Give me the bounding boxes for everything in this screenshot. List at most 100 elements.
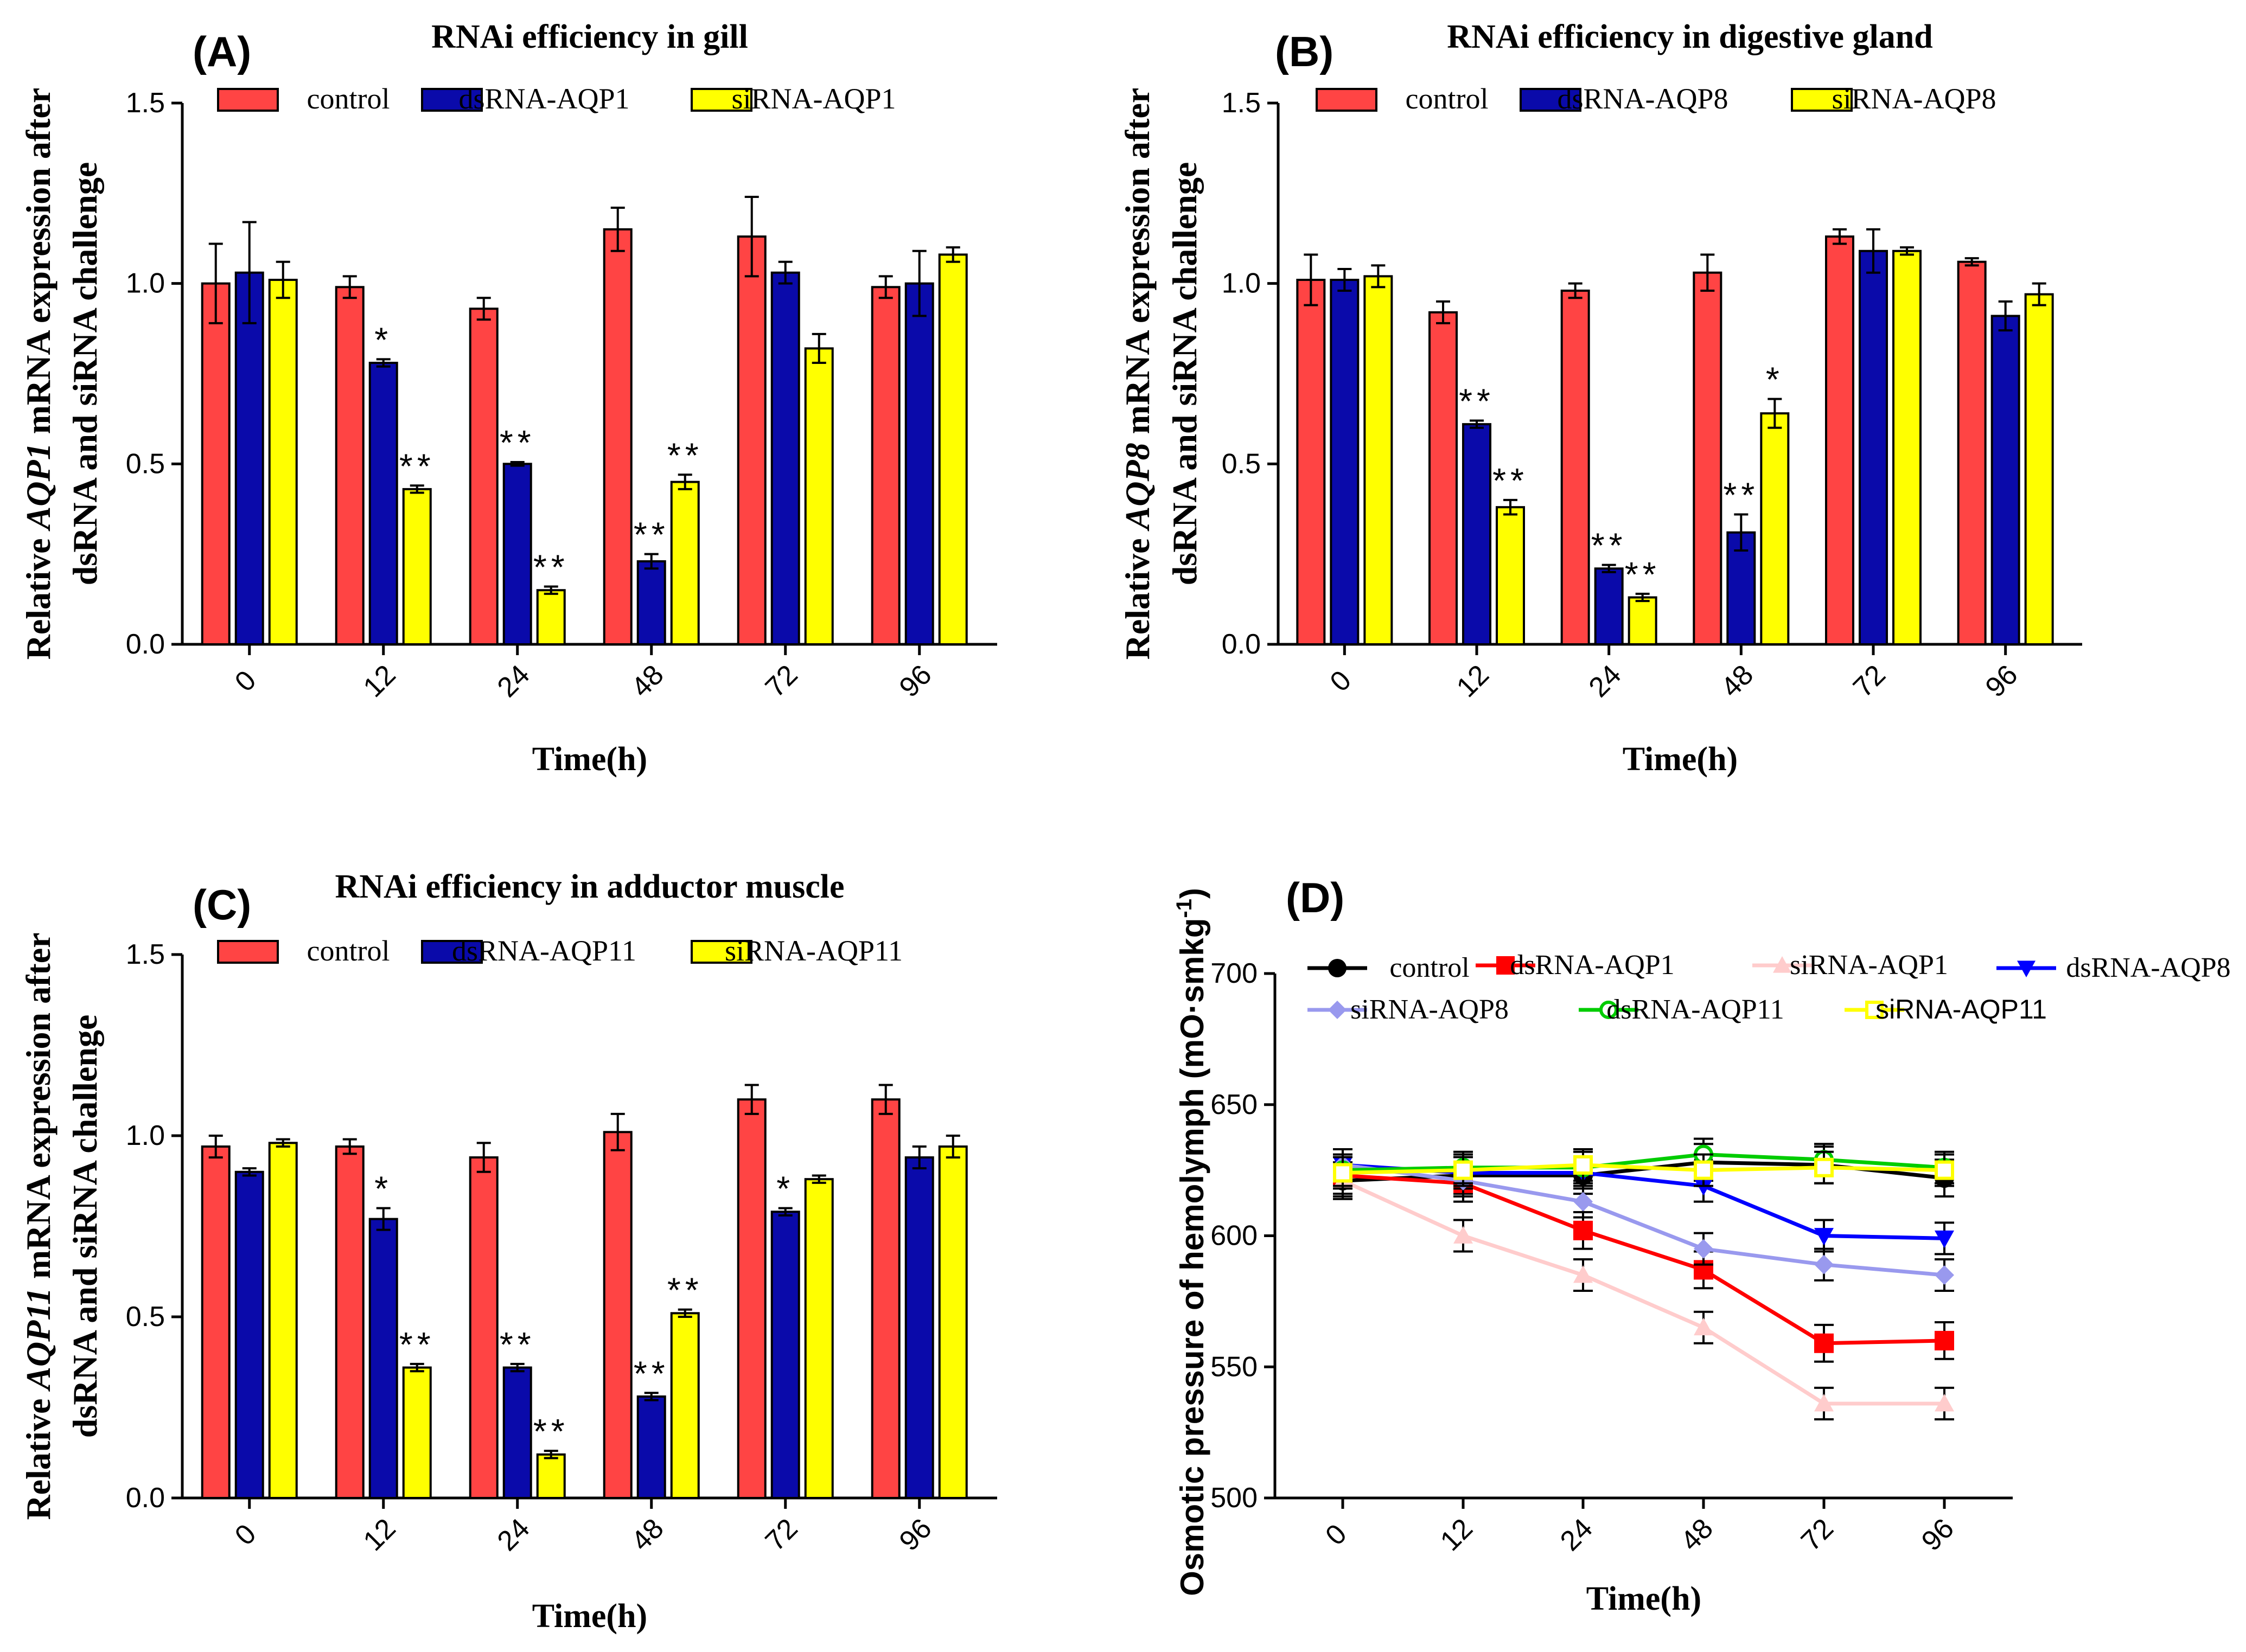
y-axis-title: Relative AQP11 mRNA expression after [19, 932, 58, 1520]
legend-swatch [217, 88, 279, 112]
bar [1825, 235, 1855, 645]
legend-label: control [1389, 952, 1469, 983]
significance-mark: ** [1459, 381, 1495, 420]
bar [1693, 271, 1722, 645]
legend-swatch [691, 88, 752, 112]
legend-label: siRNA-AQP8 [1350, 994, 1509, 1025]
y-axis-title-superscript: -1 [1172, 899, 1196, 918]
legend-label: dsRNA-AQP8 [1557, 82, 1728, 115]
x-tick-label: 96 [1916, 1513, 1960, 1557]
x-tick-label: 24 [492, 659, 536, 703]
bar [536, 589, 566, 645]
legend-label: dsRNA-AQP1 [1510, 950, 1674, 981]
significance-mark: ** [667, 436, 703, 475]
marker-square-open [1935, 1160, 1954, 1180]
x-axis-title: Time(h) [1586, 1580, 1701, 1617]
y-axis-title-part: AQP11 [19, 1288, 58, 1392]
legend-label: dsRNA-AQP11 [452, 934, 636, 967]
marker-square [1496, 956, 1515, 975]
legend-item: dsRNA-AQP1 [1476, 950, 1675, 981]
significance-mark: ** [1625, 555, 1661, 594]
bar [402, 1366, 432, 1500]
y-tick-label: 1.5 [1222, 87, 1261, 119]
panel-label: (D) [1286, 874, 1344, 921]
bar [1363, 275, 1393, 645]
legend-item: siRNA-AQP11 [1845, 994, 2047, 1025]
y-axis-title-end: ) [1174, 888, 1210, 899]
marker-triangle-down [1814, 1228, 1834, 1246]
bar-panel-2: 0.00.51.01.50**12****24****48*72 96contro… [1118, 18, 2082, 778]
bar [335, 286, 365, 645]
significance-mark: ** [533, 1412, 569, 1451]
bar [1760, 412, 1790, 645]
series-siRNA-AQP1 [1333, 1163, 1954, 1420]
x-tick-label: 72 [760, 659, 804, 703]
bar-panel-1: 0.0 0.5 1.0 1.5 0 * 12 ** ** 24 ** ** 48 ** 72 96 contro… [19, 18, 997, 778]
series-line [1342, 1179, 1944, 1406]
significance-mark: ** [634, 1354, 669, 1393]
y-tick-label: 0.0 [1222, 629, 1261, 660]
significance-mark: * [374, 320, 392, 359]
y-tick-label: 1.0 [126, 1120, 165, 1151]
bar [636, 1395, 666, 1499]
marker-diamond [1935, 1265, 1954, 1285]
bar [1496, 506, 1526, 645]
y-tick-label: 550 [1210, 1351, 1258, 1382]
bar [1859, 249, 1888, 645]
x-tick-label: 96 [894, 659, 938, 703]
bar [1428, 311, 1458, 645]
bar [1330, 279, 1360, 645]
legend-swatch [1791, 88, 1853, 112]
x-axis-title: Time(h) [1623, 741, 1738, 778]
series-line [1342, 1163, 1945, 1175]
series-dsRNA-AQP1 [1333, 1156, 1954, 1363]
significance-mark: ** [500, 1325, 535, 1364]
y-axis-title-part: AQP1 [19, 443, 58, 532]
bar [670, 1312, 700, 1500]
bar [1296, 279, 1326, 645]
bar [368, 1218, 398, 1499]
chart-title: RNAi efficiency in gill [431, 18, 748, 55]
bar-panel-3: 0.00.51.01.50*12** **24****48***72 96contr… [19, 868, 997, 1635]
legend-item: siRNA-AQP1 [1752, 950, 1948, 981]
y-axis-title-part: mRNA expression after [19, 932, 58, 1288]
x-axis-title: Time(h) [532, 741, 647, 778]
significance-mark: ** [399, 1325, 435, 1364]
bar [1462, 423, 1492, 645]
y-tick-label: 0.0 [126, 1482, 165, 1514]
bar [737, 235, 767, 645]
x-tick-label: 96 [894, 1513, 938, 1557]
panel-label: (C) [193, 881, 251, 929]
x-tick-label: 96 [1980, 659, 2024, 703]
y-tick-label: 0.5 [126, 448, 165, 479]
bar [201, 1145, 231, 1500]
legend-item: dsRNA-AQP8 [1996, 952, 2231, 983]
bar [1892, 249, 1922, 645]
significance-mark: ** [1591, 526, 1627, 565]
bar [804, 1178, 834, 1499]
marker-triangle-up [1453, 1226, 1473, 1244]
x-tick-label: 72 [760, 1513, 804, 1557]
legend-label: siRNA-AQP1 [731, 82, 896, 115]
y-axis-title-part: mRNA expression after [19, 88, 58, 443]
bar [502, 463, 532, 645]
y-tick-label: 600 [1210, 1220, 1258, 1252]
y-tick-label: 650 [1210, 1089, 1258, 1120]
bar [502, 1366, 532, 1500]
bar [770, 271, 800, 645]
bar [368, 362, 398, 645]
y-tick-label: 0.0 [126, 629, 165, 660]
legend-item: dsRNA-AQP11 [1579, 994, 1784, 1025]
x-tick-label: 0 [229, 1518, 262, 1551]
bar [770, 1211, 800, 1499]
legend-swatch [421, 88, 483, 112]
x-tick-label: 0 [229, 664, 262, 697]
legend-label: siRNA-AQP8 [1832, 82, 1996, 115]
significance-mark: ** [533, 548, 569, 587]
x-tick-label: 72 [1847, 659, 1892, 703]
legend-label: control [307, 82, 390, 115]
bar [201, 282, 231, 645]
bar [1957, 260, 1987, 646]
bar [469, 308, 499, 645]
bar [536, 1453, 566, 1500]
